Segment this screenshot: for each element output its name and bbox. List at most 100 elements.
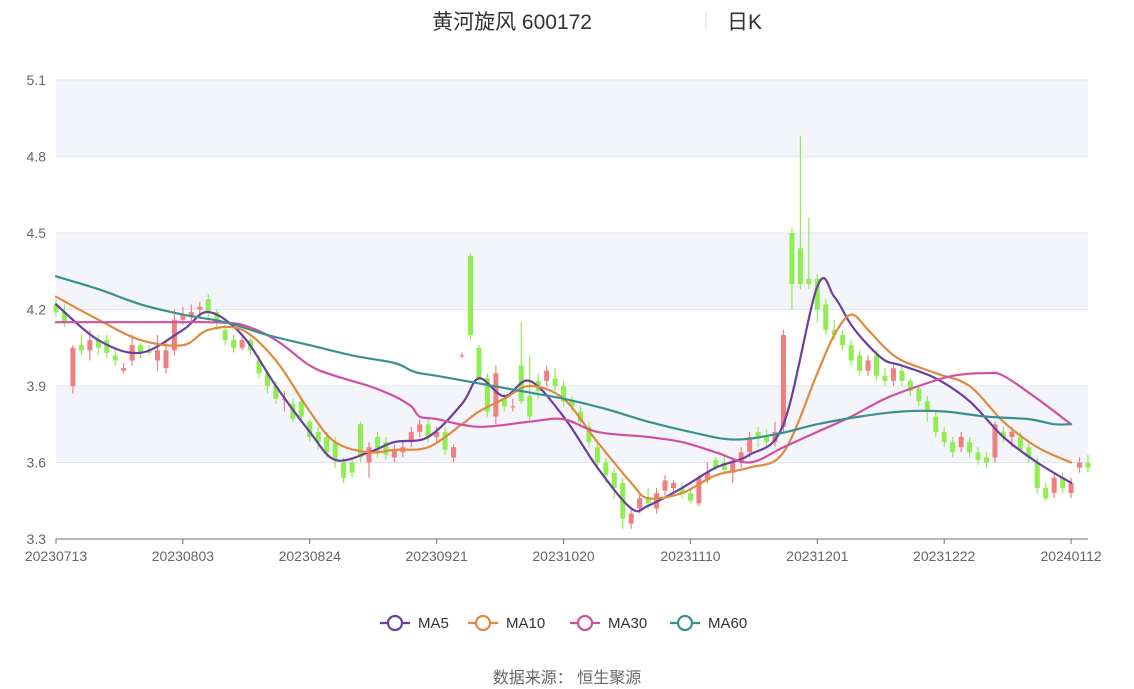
series-line-ma10 [54,295,1073,500]
candle-body [958,437,964,448]
candle-body [298,401,304,417]
candle [544,365,550,386]
x-tick-label: 20231201 [786,548,849,564]
plot-band [56,462,1088,539]
candle [121,363,127,374]
candle-body [713,459,719,468]
legend[interactable]: MA5 MA10 MA30 MA60 [380,614,747,632]
candle-body [510,406,516,408]
legend-item-ma60[interactable]: MA60 [670,614,747,632]
candle-body [476,347,482,379]
candle [586,421,592,448]
series-line-ma60 [54,275,1073,441]
plot-background-bands [56,80,1088,539]
chart-period-label: 日K [727,11,762,34]
candle-body [823,304,829,330]
candle [391,444,397,463]
candle [205,294,211,323]
candle-body [831,329,837,335]
candle-body [214,312,220,323]
candle-body [121,368,127,371]
candle-body [163,350,169,369]
candle-body [806,278,812,284]
candle [1077,457,1083,473]
candle [561,380,567,407]
candle [315,426,321,450]
candle-body [197,306,203,310]
candle-body [425,424,431,437]
candle-body [205,299,211,313]
candle-body [696,477,702,504]
candle [764,429,770,448]
candle-body [814,278,820,310]
candle-body [941,431,947,443]
candle [662,475,668,496]
candle-body [315,431,321,443]
candle-body [865,360,871,371]
candle [1026,442,1032,463]
candle-body [442,431,448,450]
candle-body [552,378,558,386]
candle [848,340,854,366]
candle-body [324,437,330,453]
candle-body [180,314,186,320]
candle [577,406,583,427]
candle-body [188,312,194,318]
candle-body [231,340,237,348]
candle-body [273,386,279,399]
candle-body [374,437,380,453]
candle [797,136,803,290]
candle-body [1026,447,1032,458]
candle [975,447,981,466]
candle-body [1060,477,1066,488]
candle-body [721,462,727,471]
candle [967,437,973,458]
legend-marker-icon [576,614,594,632]
legend-label: MA60 [708,615,747,632]
candle-body [138,345,144,353]
legend-item-ma5[interactable]: MA5 [380,614,449,632]
candle-body [451,447,457,458]
candle-body [899,370,905,381]
candle [510,398,516,412]
candle [857,350,863,376]
candle [1000,426,1006,443]
candle-body [408,431,414,443]
candle [408,426,414,448]
candle [112,347,118,366]
candle-body [679,488,685,494]
y-tick-label: 3.6 [27,455,47,471]
candle [78,335,84,356]
x-tick-label: 20240112 [1040,548,1101,564]
x-tick-label: 20230803 [152,548,215,564]
legend-item-ma30[interactable]: MA30 [570,614,647,632]
candle-body [1068,482,1074,494]
candle [696,475,702,506]
candle-body [738,452,744,463]
candle-body [569,401,575,407]
candle-body [882,375,888,381]
candle [231,335,237,353]
legend-item-ma10[interactable]: MA10 [468,614,545,632]
candle-body [857,355,863,371]
candle-body [358,424,364,458]
candle-body [687,493,693,501]
candle [442,426,448,455]
candle [1068,477,1074,499]
x-tick-label: 20230824 [279,548,342,564]
candle [1051,472,1057,499]
candle-body [611,472,617,488]
moving-average-lines [54,275,1073,513]
candle-body [239,340,245,348]
candle [823,299,829,335]
candle-body [797,248,803,284]
y-tick-label: 3.3 [27,531,47,547]
candle-body [61,312,67,323]
candle-body [730,462,736,473]
candle [104,335,110,358]
candle [780,329,786,432]
x-tick-label: 20231110 [660,548,720,564]
candle-body [874,355,880,376]
candle-body [1000,431,1006,437]
candle-body [594,447,600,463]
